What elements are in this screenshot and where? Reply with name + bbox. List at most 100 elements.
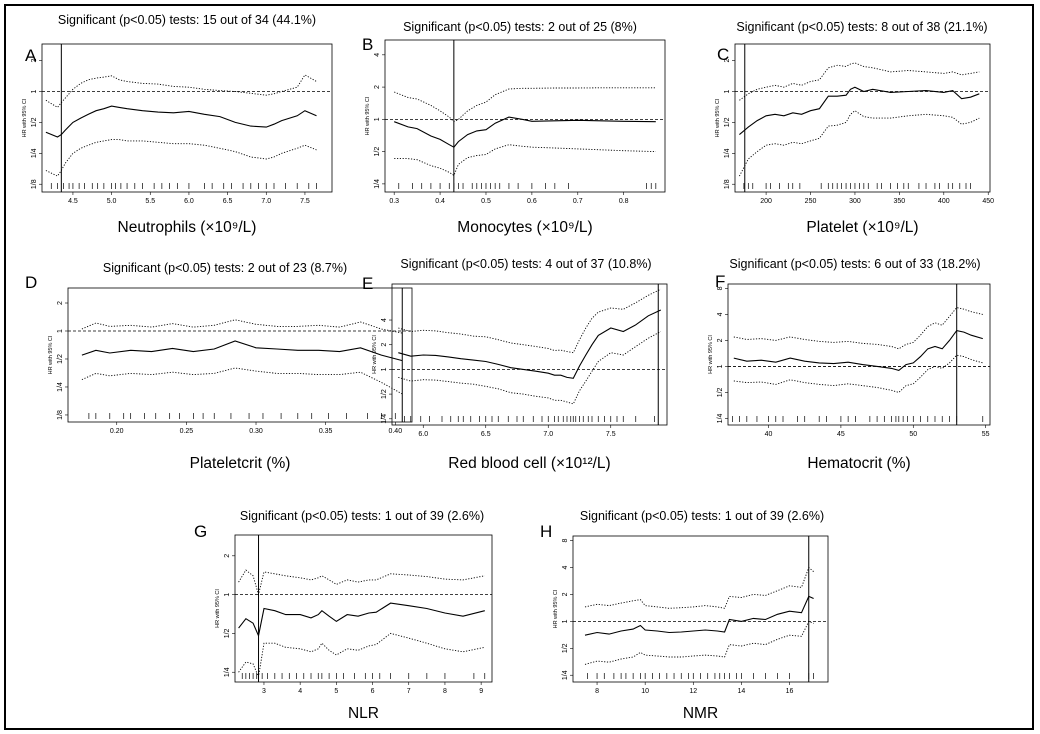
- panel-title: Significant (p<0.05) tests: 15 out of 34…: [58, 13, 316, 27]
- panel-title: Significant (p<0.05) tests: 6 out of 33 …: [729, 257, 980, 271]
- y-tick-label: 1/4: [381, 414, 388, 424]
- lower-ci-line: [238, 632, 485, 679]
- y-tick-label: 2: [724, 59, 731, 63]
- y-tick-label: 4: [374, 53, 381, 57]
- x-axis-label: Plateletcrit (%): [190, 455, 291, 472]
- panel-title: Significant (p<0.05) tests: 4 out of 37 …: [400, 257, 651, 271]
- plot-area: [727, 283, 991, 426]
- x-tick-label: 55: [982, 431, 990, 438]
- x-tick-label: 300: [849, 198, 861, 205]
- panel-title: Significant (p<0.05) tests: 8 out of 38 …: [736, 20, 987, 34]
- x-tick-label: 3: [262, 688, 266, 695]
- panel-a: Significant (p<0.05) tests: 15 out of 34…: [22, 13, 333, 236]
- x-tick-label: 5: [334, 688, 338, 695]
- hr-line: [739, 86, 980, 136]
- y-axis-label: HR with 95% CI: [365, 96, 371, 135]
- y-tick-label: 1: [57, 329, 64, 333]
- x-tick-label: 0.5: [481, 198, 491, 205]
- y-tick-label: 1/4: [717, 413, 724, 423]
- upper-ci-line: [739, 62, 980, 101]
- x-tick-label: 0.20: [110, 428, 124, 435]
- x-axis-label: Hematocrit (%): [807, 455, 910, 472]
- panel-title: Significant (p<0.05) tests: 1 out of 39 …: [580, 509, 824, 523]
- hr-line: [394, 116, 656, 148]
- x-tick-label: 9: [479, 688, 483, 695]
- y-tick-label: 2: [381, 343, 388, 347]
- x-tick-label: 0.25: [180, 428, 194, 435]
- y-tick-label: 1/8: [724, 179, 731, 189]
- panel-letter: C: [717, 45, 729, 64]
- x-tick-label: 6: [371, 688, 375, 695]
- panel-title: Significant (p<0.05) tests: 2 out of 23 …: [103, 261, 347, 275]
- y-tick-label: 4: [381, 318, 388, 322]
- panel-g: Significant (p<0.05) tests: 1 out of 39 …: [194, 509, 493, 722]
- x-tick-label: 7.0: [543, 431, 553, 438]
- lower-ci-line: [81, 367, 403, 395]
- y-tick-label: 4: [562, 565, 569, 569]
- y-tick-label: 1/4: [562, 670, 569, 680]
- lower-ci-line: [45, 139, 317, 177]
- upper-ci-line: [45, 74, 317, 108]
- y-axis-label: HR with 95% CI: [553, 589, 559, 628]
- y-tick-label: 2: [57, 301, 64, 305]
- plot-area: [734, 43, 991, 193]
- lower-ci-line: [739, 110, 980, 177]
- x-tick-label: 0.8: [619, 198, 629, 205]
- y-tick-label: 2: [224, 554, 231, 558]
- upper-ci-line: [398, 288, 661, 354]
- x-tick-label: 0.30: [249, 428, 263, 435]
- plot-area: [572, 535, 829, 683]
- y-tick-label: 1/2: [381, 389, 388, 399]
- y-tick-label: 2: [717, 338, 724, 342]
- x-axis-label: Monocytes (×10⁹/L): [457, 219, 592, 236]
- x-tick-label: 0.3: [389, 198, 399, 205]
- lower-ci-line: [398, 331, 662, 405]
- y-tick-label: 1/2: [724, 117, 731, 127]
- upper-ci-line: [238, 569, 485, 597]
- upper-ci-line: [584, 566, 814, 609]
- y-axis-label: HR with 95% CI: [372, 335, 378, 374]
- hr-line: [398, 309, 662, 379]
- x-tick-label: 0.4: [435, 198, 445, 205]
- x-tick-label: 6.0: [184, 198, 194, 205]
- plot-area: [391, 283, 668, 426]
- x-tick-label: 250: [805, 198, 817, 205]
- x-tick-label: 6.0: [418, 431, 428, 438]
- y-tick-label: 2: [562, 592, 569, 596]
- y-axis-label: HR with 95% CI: [22, 98, 28, 137]
- y-tick-label: 1: [374, 117, 381, 121]
- y-axis-label: HR with 95% CI: [215, 589, 221, 628]
- x-tick-label: 400: [938, 198, 950, 205]
- x-tick-label: 8: [443, 688, 447, 695]
- y-tick-label: 1: [381, 367, 388, 371]
- x-tick-label: 4: [298, 688, 302, 695]
- panel-f: Significant (p<0.05) tests: 6 out of 33 …: [708, 257, 991, 472]
- x-axis-label: NLR: [348, 705, 379, 722]
- y-tick-label: 1/2: [31, 117, 38, 127]
- x-tick-label: 0.35: [319, 428, 333, 435]
- x-tick-label: 7.0: [261, 198, 271, 205]
- x-tick-label: 16: [786, 688, 794, 695]
- x-tick-label: 6.5: [223, 198, 233, 205]
- plot-area: [384, 39, 666, 193]
- x-tick-label: 7: [407, 688, 411, 695]
- panel-title: Significant (p<0.05) tests: 2 out of 25 …: [403, 20, 637, 34]
- x-tick-label: 5.5: [145, 198, 155, 205]
- y-tick-label: 2: [374, 85, 381, 89]
- panel-letter: D: [25, 273, 37, 292]
- y-tick-label: 2: [31, 59, 38, 63]
- x-tick-label: 7.5: [300, 198, 310, 205]
- y-tick-label: 1/2: [374, 147, 381, 157]
- y-tick-label: 1/4: [374, 179, 381, 189]
- x-tick-label: 40: [765, 431, 773, 438]
- x-tick-label: 450: [982, 198, 994, 205]
- panel-b: Significant (p<0.05) tests: 2 out of 25 …: [362, 20, 666, 236]
- panel-letter: E: [362, 274, 373, 293]
- y-tick-label: 1/4: [224, 667, 231, 677]
- y-tick-label: 1/2: [57, 354, 64, 364]
- y-tick-label: 1/2: [224, 628, 231, 638]
- y-tick-label: 1/8: [57, 410, 64, 420]
- y-tick-label: 4: [717, 312, 724, 316]
- x-tick-label: 12: [689, 688, 697, 695]
- panel-letter: G: [194, 522, 207, 541]
